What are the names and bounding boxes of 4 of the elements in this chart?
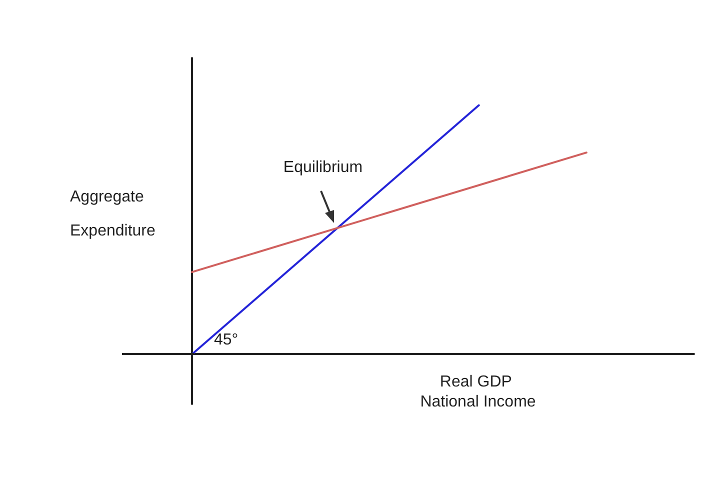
annotation: Equilibrium [283, 158, 363, 176]
annotation: 45° [214, 332, 238, 349]
y-axis-title: Aggregate Expenditure [70, 188, 156, 240]
x-axis-title: Real GDP National Income [420, 374, 536, 411]
